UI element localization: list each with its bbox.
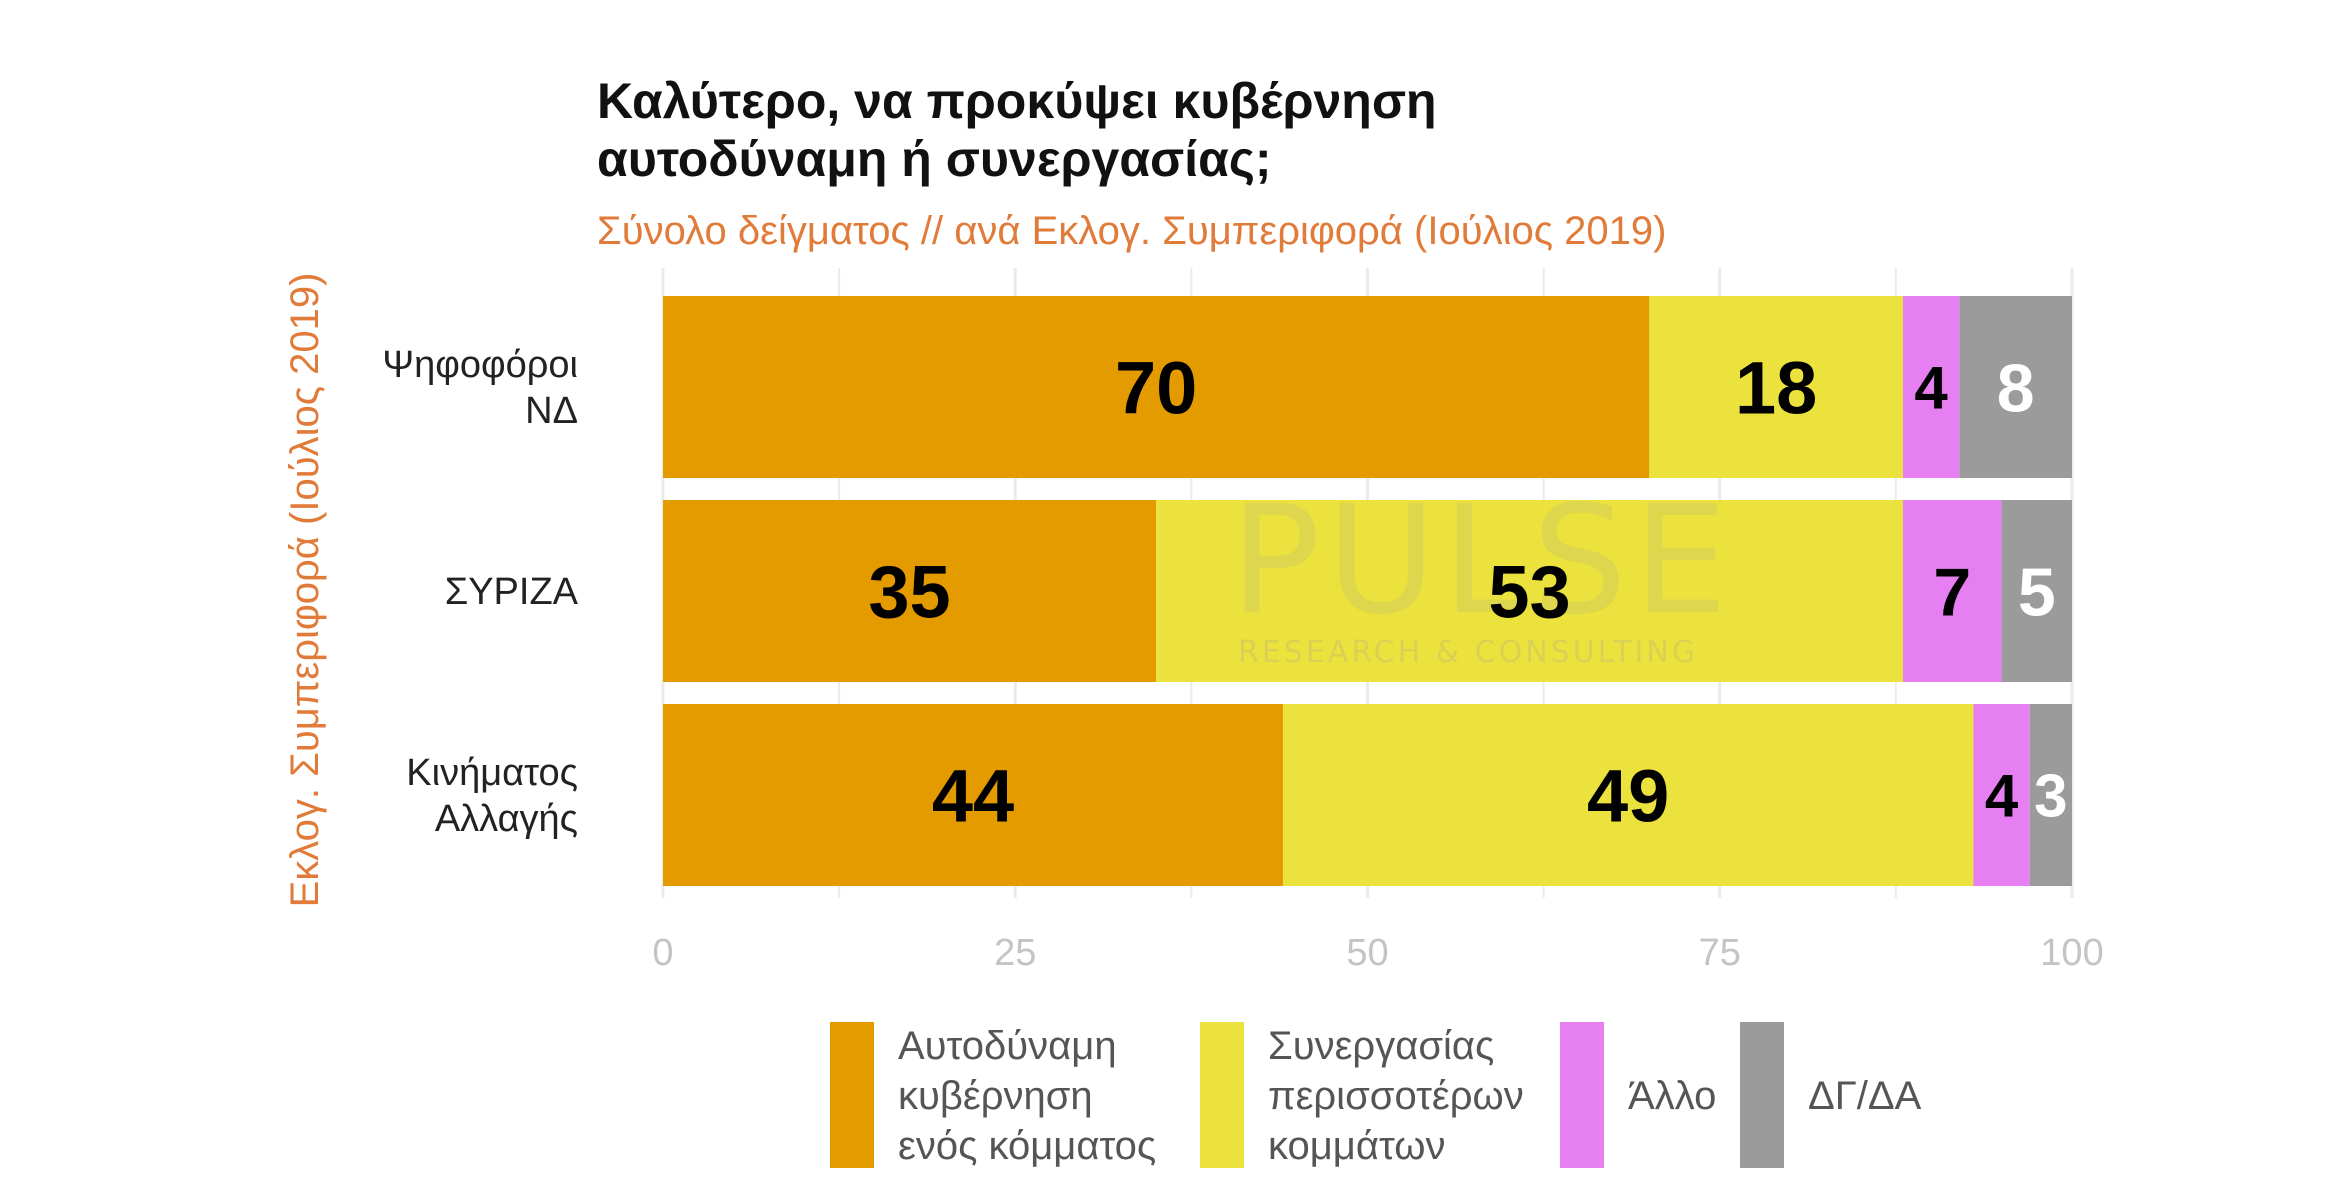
category-label: Κινήματος Αλλαγής	[406, 752, 578, 840]
bar-segment	[1282, 704, 1974, 886]
legend-entry: Συνεργασίας περισσοτέρων κομμάτων	[1268, 1024, 1524, 1168]
bar-segment	[2001, 500, 2072, 682]
bar-segment	[1649, 296, 1903, 478]
bar-segment	[1156, 500, 1903, 682]
category-label: ΣΥΡΙΖΑ	[445, 571, 579, 613]
legend-entry-line: Αυτοδύναμη	[898, 1024, 1117, 1068]
legend-entry-line: Άλλο	[1628, 1074, 1716, 1118]
bar-segment	[1902, 500, 2002, 682]
bars	[663, 296, 2072, 886]
data-label: 7	[1933, 554, 1971, 630]
x-tick-label: 75	[1699, 932, 1741, 974]
legend-entry-line: ενός κόμματος	[898, 1124, 1156, 1168]
data-label: 4	[1985, 763, 2019, 830]
legend-swatch	[1560, 1022, 1604, 1168]
watermark-tagline: RESEARCH & CONSULTING	[1238, 635, 1698, 670]
legend-swatch	[1740, 1022, 1784, 1168]
legend-swatch	[1200, 1022, 1244, 1168]
watermark-brand: PULSE	[1230, 474, 1734, 648]
legend-entry-line: κομμάτων	[1268, 1124, 1445, 1168]
x-tick-label: 0	[652, 932, 673, 974]
data-label: 53	[1488, 551, 1570, 634]
x-axis-ticks: 0 25 50 75 100	[652, 932, 2103, 974]
chart-title: Καλύτερο, να προκύψει κυβέρνηση αυτοδύναμ…	[597, 73, 1437, 187]
data-label: 4	[1914, 355, 1948, 422]
category-label-line: Ψηφοφόροι	[382, 344, 578, 386]
watermark: PULSE RESEARCH & CONSULTING	[1230, 474, 1734, 670]
bar-segment	[1902, 296, 1960, 478]
x-tick-label: 100	[2040, 932, 2103, 974]
category-label-line: Κινήματος	[406, 752, 578, 794]
chart-title-line: Καλύτερο, να προκύψει κυβέρνηση	[597, 73, 1437, 129]
chart-text: Καλύτερο, να προκύψει κυβέρνηση αυτοδύναμ…	[283, 73, 1666, 907]
y-axis-title: Εκλογ. Συμπεριφορά (Ιούλιος 2019)	[283, 273, 327, 908]
legend-entry-line: Συνεργασίας	[1268, 1024, 1494, 1068]
category-label-line: ΝΔ	[525, 390, 578, 432]
legend-entry-line: ΔΓ/ΔΑ	[1808, 1074, 1922, 1118]
chart-title-line: αυτοδύναμη ή συνεργασίας;	[597, 131, 1272, 187]
bar-segment	[1959, 296, 2072, 478]
legend-entry: Άλλο	[1628, 1074, 1716, 1118]
category-labels: Ψηφοφόροι ΝΔ ΣΥΡΙΖΑ Κινήματος Αλλαγής	[382, 344, 578, 840]
data-label: 18	[1735, 347, 1817, 430]
data-label: 70	[1115, 347, 1197, 430]
x-tick-label: 50	[1346, 932, 1388, 974]
x-tick-label: 25	[994, 932, 1036, 974]
bar-segment	[663, 296, 1650, 478]
data-label: 35	[868, 551, 950, 634]
legend-swatch	[830, 1022, 874, 1168]
legend-entry: ΔΓ/ΔΑ	[1808, 1074, 1922, 1118]
chart-subtitle: Σύνολο δείγματος // ανά Εκλογ. Συμπεριφο…	[597, 209, 1666, 253]
value-labels: 70 18 4 835 53 7 544 49 4 3	[868, 347, 2067, 838]
data-label: 8	[1997, 350, 2035, 426]
legend-entry-line: περισσοτέρων	[1268, 1074, 1524, 1118]
bar-segment	[1973, 704, 2030, 886]
legend-entry-line: κυβέρνηση	[898, 1074, 1093, 1118]
data-label: 49	[1587, 755, 1669, 838]
bar-segment	[663, 704, 1283, 886]
data-label: 3	[2034, 763, 2067, 830]
category-label-line: Αλλαγής	[435, 798, 578, 840]
category-label: Ψηφοφόροι ΝΔ	[382, 344, 578, 432]
bar-segment	[663, 500, 1157, 682]
category-label-line: ΣΥΡΙΖΑ	[445, 571, 579, 613]
legend: Αυτοδύναμη κυβέρνηση ενός κόμματος Συνεργασ…	[830, 1022, 1922, 1168]
data-label: 5	[2018, 554, 2056, 630]
legend-entry: Αυτοδύναμη κυβέρνηση ενός κόμματος	[898, 1024, 1156, 1168]
bar-segment	[2029, 704, 2072, 886]
data-label: 44	[932, 755, 1014, 838]
